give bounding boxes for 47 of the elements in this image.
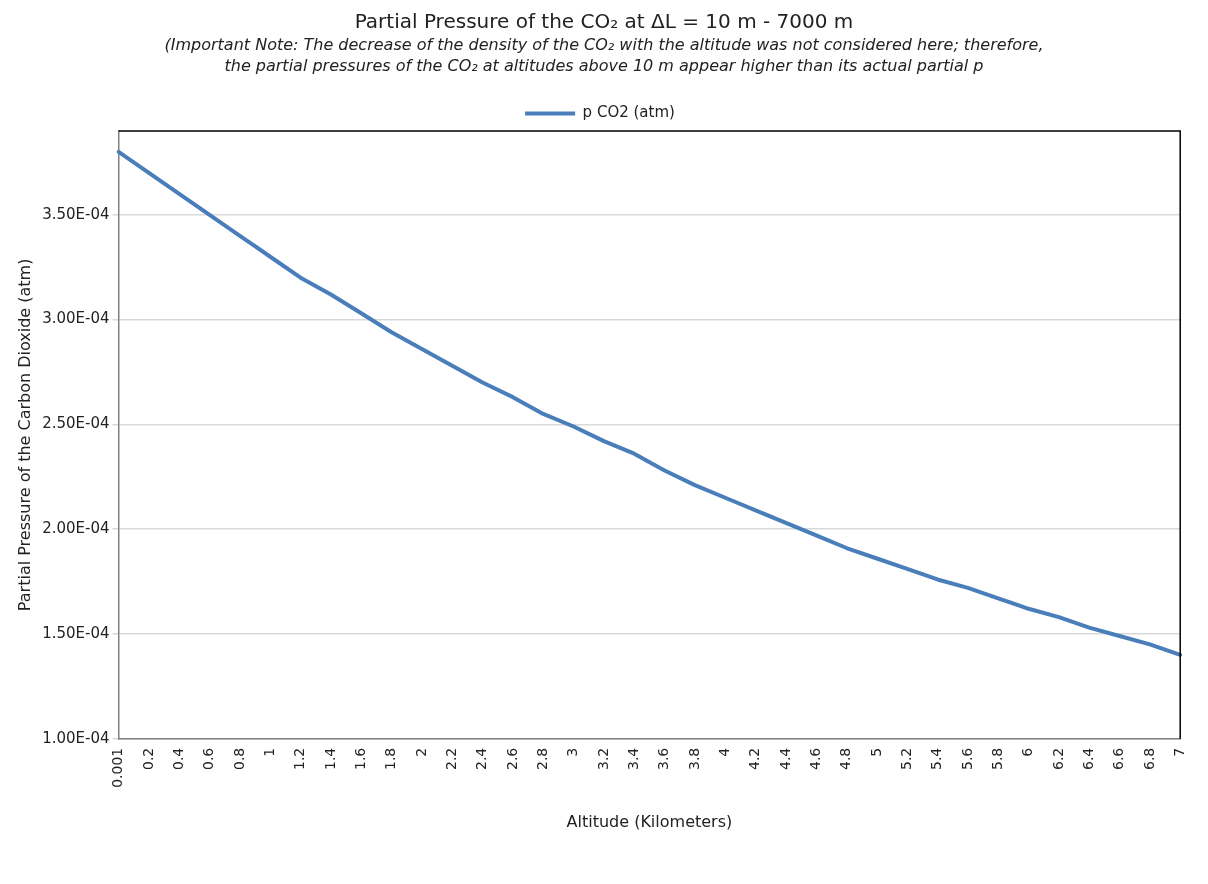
x-tick-label: 2.4 (473, 747, 490, 770)
x-tick-label: 2 (412, 747, 429, 757)
x-tick-label: 6.4 (1079, 747, 1096, 770)
x-tick-label: 4.6 (806, 747, 823, 770)
x-tick-label: 1.2 (291, 747, 308, 770)
x-tick-label: 7 (1170, 747, 1187, 757)
x-tick-label: 5.6 (958, 747, 975, 770)
x-tick-label: 1.8 (382, 747, 399, 770)
x-tick-label: 1.4 (321, 747, 338, 770)
x-tick-label: 5.8 (988, 747, 1005, 770)
y-tick-label: 1.00E-04 (42, 728, 110, 747)
legend-label: p CO2 (atm) (582, 103, 675, 122)
x-tick-label: 0.001 (109, 747, 126, 788)
x-tick-label: 5.4 (928, 747, 945, 770)
chart-title: Partial Pressure of the CO₂ at ΔL = 10 m - 7000 m (353, 8, 855, 34)
y-axis-title: Partial Pressure of the Carbon Dioxide (atm) (14, 258, 34, 612)
y-tick-label: 1.50E-04 (42, 623, 110, 642)
y-tick-label: 3.50E-04 (42, 204, 110, 223)
x-tick-label: 4.8 (837, 747, 854, 770)
x-tick-label: 1 (260, 747, 277, 757)
x-tick-label: 4.4 (776, 747, 793, 770)
y-tick-label: 3.00E-04 (42, 309, 110, 328)
x-tick-label: 3 (564, 747, 581, 757)
x-tick-label: 4.2 (746, 747, 763, 770)
x-tick-label: 4 (715, 747, 732, 757)
x-tick-label: 3.8 (685, 747, 702, 770)
x-tick-label: 6.6 (1110, 747, 1127, 770)
y-tick-label: 2.00E-04 (42, 519, 110, 538)
x-tick-label: 3.6 (655, 747, 672, 770)
x-tick-label: 3.2 (594, 747, 611, 770)
y-tick-label: 2.50E-04 (42, 414, 110, 433)
x-tick-label: 2.2 (442, 747, 459, 770)
x-tick-label: 3.4 (624, 747, 641, 770)
x-tick-label: 6.2 (1049, 747, 1066, 770)
x-tick-label: 2.8 (533, 747, 550, 770)
x-tick-label: 2.6 (503, 747, 520, 770)
x-tick-label: 1.6 (351, 747, 368, 770)
x-tick-label: 6.8 (1140, 747, 1157, 770)
x-tick-label: 6 (1019, 747, 1036, 757)
x-tick-label: 0.8 (230, 747, 247, 770)
x-tick-label: 0.4 (169, 747, 186, 770)
x-axis-title: Altitude (Kilometers) (566, 811, 733, 831)
x-tick-label: 0.6 (200, 747, 217, 770)
x-tick-label: 5 (867, 747, 884, 757)
chart-subtitle: (Important Note: The decrease of the density of the CO₂ with the altitude was not considered here; therefore, the partial pressures of the CO₂ at altitudes above 10 m appear higher than its actual partial p (163, 34, 1045, 76)
x-tick-label: 0.2 (139, 747, 156, 770)
x-tick-label: 5.2 (897, 747, 914, 770)
